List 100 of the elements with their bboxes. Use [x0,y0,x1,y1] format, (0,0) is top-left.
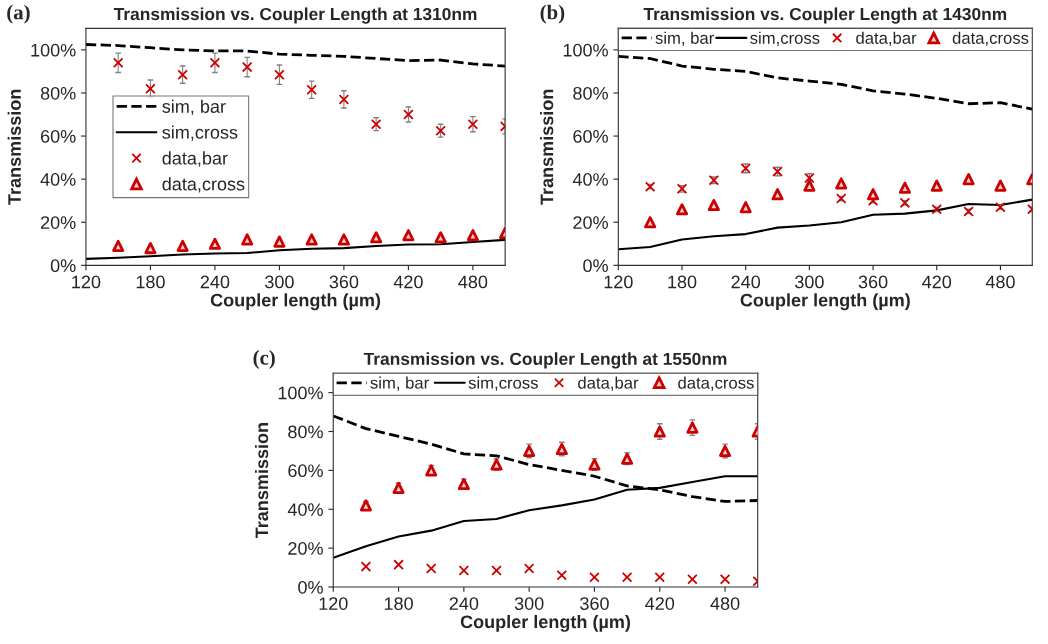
text: (b) [540,4,565,24]
point [457,477,470,491]
y-tick-label: 80% [288,425,323,439]
point [112,239,125,252]
chart-title: Transmission vs. Coupler Length at 1550nm [363,352,727,369]
point [112,57,124,69]
point [589,571,600,583]
y-tick-label: 40% [287,503,323,516]
x-tick-label: 480 [458,275,488,289]
y-tick-label: 60% [573,129,608,143]
point [556,570,568,581]
point [359,499,372,512]
point [930,179,943,192]
legend-label: data,cross [952,31,1029,46]
x-tick-label: 360 [580,597,609,610]
y-tick-label: 0% [298,580,323,594]
x-axis-title: Coupler length (µm) [460,614,631,632]
line-series [618,198,1033,251]
chart-title: Transmission vs. Coupler Length at 1310nm [113,7,477,24]
point [686,421,699,434]
legend-label: sim, bar [655,31,714,46]
point [466,229,479,242]
y-tick-label: 60% [40,129,76,143]
point [654,571,666,583]
y-tick-label: 80% [573,86,608,100]
point [771,188,784,201]
legend-label: sim,cross [750,31,820,46]
x-tick-label: 120 [319,597,348,610]
point [898,181,911,194]
x-axis-title: Coupler length (µm) [740,293,910,311]
legend-label: data,bar [162,151,228,167]
point [241,61,253,73]
x-tick-label: 180 [136,275,165,289]
point [962,173,975,186]
point [402,229,415,242]
point [458,565,470,576]
point [305,233,318,246]
x-tick-label: 300 [795,275,824,289]
point [425,464,438,477]
point [145,83,156,94]
y-tick-label: 40% [40,173,76,186]
point [273,235,286,248]
point [208,237,221,250]
point [392,481,405,494]
y-tick-label: 20% [40,216,76,229]
point [241,233,254,246]
x-tick-label: 120 [72,275,101,289]
y-tick-label: 20% [288,542,323,555]
point [209,57,221,69]
y-axis-title: Transmission [7,89,21,205]
point [274,69,285,80]
point [994,179,1007,192]
line-series [85,43,506,68]
point [644,216,657,229]
point [306,84,317,96]
legend-label: sim, bar [370,376,429,391]
y-tick-label: 40% [572,173,608,186]
x-tick-label: 240 [731,275,761,289]
point [403,109,414,120]
y-tick-label: 20% [573,216,608,229]
x-tick-label: 480 [710,597,740,610]
point [491,565,502,576]
point [177,69,188,80]
point [719,444,732,457]
x-tick-label: 420 [922,275,952,289]
point [523,563,535,574]
point [739,201,752,214]
legend-label: sim, bar [162,99,226,116]
y-tick-label: 0% [50,259,76,273]
x-tick-label: 120 [604,275,633,289]
y-tick-label: 100% [278,386,323,400]
point [467,118,479,130]
x-tick-label: 300 [265,275,294,289]
x-tick-label: 420 [393,275,423,289]
legend-label: data,cross [162,177,245,193]
chart-title: Transmission vs. Coupler Length at 1430nm [643,7,1007,24]
point [675,203,689,216]
x-tick-label: 420 [645,597,675,610]
point [338,94,350,105]
point [176,239,189,252]
point [425,563,437,574]
y-tick-label: 0% [583,259,608,273]
point [835,177,848,190]
y-tick-label: 100% [31,43,76,57]
point [434,231,447,244]
point [360,561,372,572]
y-tick-label: 80% [40,86,76,100]
point [687,573,698,585]
legend-label: sim,cross [468,376,538,391]
x-tick-label: 180 [384,597,413,610]
x-tick-label: 360 [329,275,359,289]
legend-label: data,bar [856,31,917,46]
text: (c) [253,350,275,369]
point [621,571,633,583]
text: (a) [7,4,30,24]
legend-label: data,cross [678,376,754,391]
point [144,242,157,255]
legend-label: sim,cross [162,125,238,141]
x-axis-title: Coupler length (µm) [210,293,381,311]
x-tick-label: 240 [449,597,479,610]
